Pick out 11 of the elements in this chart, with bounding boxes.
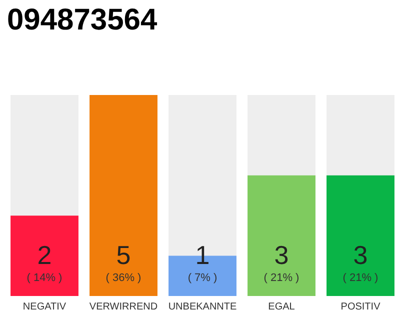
data-label: 5 ( 36% ) xyxy=(106,240,142,284)
x-tick-label: EGAL xyxy=(268,302,296,312)
x-tick-label: NEGATIV xyxy=(22,302,66,312)
x-tick-label: VERWIRREND xyxy=(89,302,158,312)
data-label: 2 ( 14% ) xyxy=(26,240,62,284)
chart-title: 094873564 xyxy=(7,4,158,36)
data-label: 3 ( 21% ) xyxy=(342,240,378,284)
data-label: 3 ( 21% ) xyxy=(264,240,300,284)
data-label: 1 ( 7% ) xyxy=(188,240,218,284)
x-tick-label: POSITIV xyxy=(340,302,381,312)
x-tick-label: UNBEKANNTE xyxy=(168,302,237,312)
